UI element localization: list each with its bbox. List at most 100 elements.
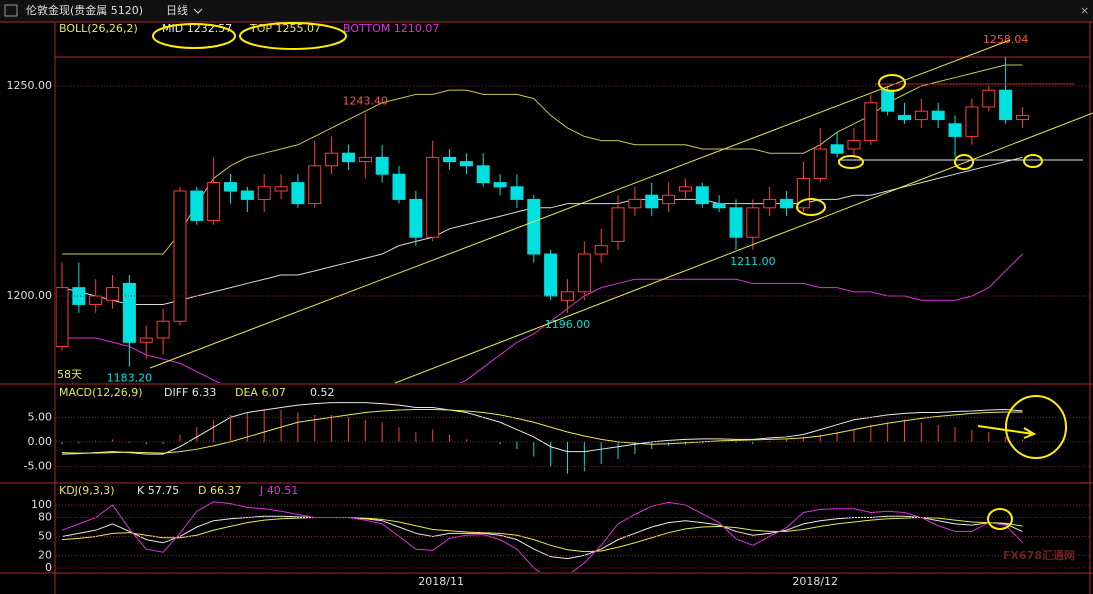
indicator-title: KDJ(9,3,3): [59, 484, 115, 497]
close-button[interactable]: ×: [1080, 4, 1089, 17]
candle-body: [678, 186, 692, 192]
highlight-circle: [239, 22, 347, 50]
highlight-circle: [987, 508, 1013, 530]
candle-body: [308, 165, 322, 205]
bar-count: 58天: [57, 368, 82, 381]
candle-body: [409, 198, 423, 238]
candle-body: [493, 182, 507, 188]
candle-body: [476, 165, 490, 184]
candle-body: [695, 186, 709, 205]
candle-body: [729, 207, 743, 238]
candle-body: [561, 291, 574, 301]
candle-body: [763, 198, 777, 209]
candle-body: [594, 245, 608, 255]
y-tick-label: 1250.00: [7, 79, 53, 92]
panel: [61, 402, 1023, 474]
candle-body: [527, 198, 541, 255]
y-tick-label: 5.00: [28, 410, 53, 423]
candle-body: [898, 114, 911, 121]
y-tick-label: -5.00: [24, 459, 52, 472]
candle-body: [796, 177, 810, 209]
candle-body: [780, 198, 794, 209]
y-tick-label: 0: [45, 561, 52, 574]
highlight-circle: [954, 154, 974, 170]
y-tick-label: 0.00: [28, 435, 53, 448]
indicator-title: BOLL(26,26,2): [59, 22, 138, 35]
indicator-line: [61, 156, 1023, 305]
panel: [61, 501, 1023, 572]
candle-body: [72, 287, 86, 305]
indicator-line: [62, 64, 1023, 255]
candle-body: [156, 320, 170, 339]
candle-body: [56, 287, 69, 347]
candle-body: [459, 161, 473, 167]
candle-body: [392, 173, 406, 200]
candle-body: [577, 253, 591, 293]
watermark: FX678汇通网: [1003, 549, 1075, 562]
legend-entry: DEA 6.07: [235, 386, 286, 399]
indicator-line: [61, 501, 1023, 572]
legend-entry: D 66.37: [198, 484, 241, 497]
instrument-name: 伦敦金现(贵金属 5120): [26, 3, 143, 17]
price-label: 1196.00: [545, 318, 591, 331]
candle-body: [746, 207, 760, 238]
candle-body: [426, 156, 440, 238]
candle-body: [712, 203, 726, 209]
candle-body: [257, 186, 271, 200]
candle-body: [847, 140, 861, 150]
candle-body: [645, 194, 659, 209]
x-tick-label: 2018/12: [792, 575, 838, 588]
candle-body: [341, 152, 355, 163]
candle-body: [190, 190, 204, 221]
indicator-line: [61, 402, 1023, 455]
legend-entry: K 57.75: [137, 484, 179, 497]
candle-body: [122, 282, 136, 343]
candle-body: [881, 89, 895, 112]
indicator-line: [61, 517, 1023, 553]
arrow: [977, 425, 1037, 439]
candle-body: [358, 156, 372, 163]
price-label: 1183.20: [107, 372, 153, 385]
candle-body: [375, 156, 389, 175]
title-bar: [0, 0, 1093, 22]
y-tick-label: 100: [31, 498, 52, 511]
candle-body: [207, 182, 221, 221]
highlight-circle: [878, 74, 906, 92]
candle-body: [628, 198, 642, 209]
candle-body: [106, 287, 120, 301]
price-label: 1211.00: [730, 255, 776, 268]
candle-body: [965, 106, 979, 137]
candle-body: [830, 144, 844, 154]
highlight-circle: [838, 155, 864, 169]
app-icon: [4, 4, 18, 17]
y-tick-label: 50: [38, 529, 52, 542]
candle-body: [510, 186, 524, 200]
candle-body: [931, 110, 945, 121]
candle-body: [813, 148, 827, 179]
price-label: 1243.40: [343, 95, 389, 108]
legend-entry: DIFF 6.33: [164, 386, 216, 399]
legend-entry: BOTTOM 1210.07: [343, 22, 439, 35]
candle-body: [999, 89, 1013, 121]
dropdown-arrow[interactable]: [193, 8, 203, 14]
period[interactable]: 日线: [166, 3, 188, 17]
candle-body: [914, 110, 928, 121]
candle-body: [948, 123, 962, 137]
y-tick-label: 80: [38, 511, 52, 524]
highlight-circle: [796, 198, 826, 216]
candle-body: [224, 182, 237, 192]
panel: [56, 57, 1029, 383]
candle-body: [1015, 114, 1029, 121]
candle-body: [611, 207, 625, 242]
price-label: 1258.04: [983, 33, 1029, 46]
highlight-circle: [1023, 154, 1043, 168]
trend-line: [149, 39, 1011, 369]
candle-body: [443, 156, 457, 163]
indicator-title: MACD(12,26,9): [59, 386, 143, 399]
indicator-line: [62, 253, 1023, 383]
highlight-circle: [152, 23, 236, 49]
indicator-line: [61, 515, 1023, 560]
candle-body: [274, 186, 288, 192]
candle-body: [89, 295, 103, 305]
